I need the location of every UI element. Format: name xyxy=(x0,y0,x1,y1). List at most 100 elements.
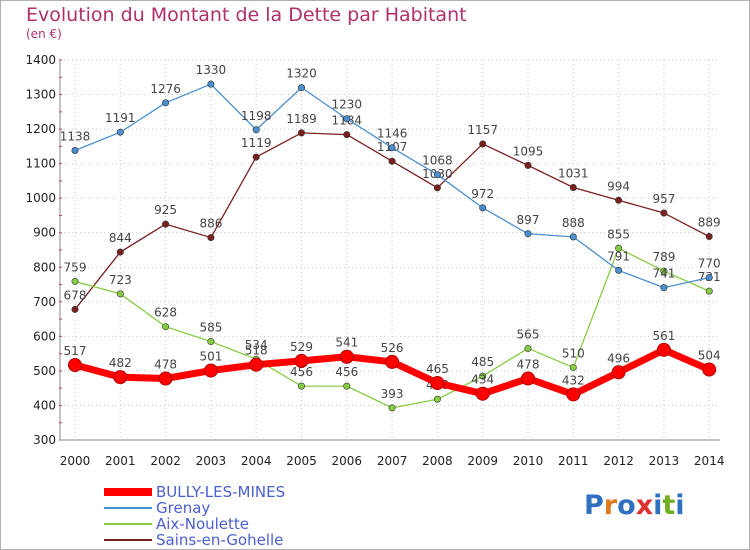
data-label: 526 xyxy=(381,341,404,355)
data-point xyxy=(297,84,305,92)
legend-label: Sains-en-Gohelle xyxy=(156,531,284,549)
data-point xyxy=(116,128,124,136)
data-label: 855 xyxy=(607,227,630,241)
y-tick-label: 800 xyxy=(33,260,56,274)
data-point xyxy=(162,220,170,228)
data-label: 897 xyxy=(517,213,540,227)
legend-swatch xyxy=(104,488,152,496)
data-point xyxy=(339,349,354,364)
data-point xyxy=(388,157,396,165)
data-point xyxy=(524,161,532,169)
data-point xyxy=(116,248,124,256)
data-label: 972 xyxy=(471,187,494,201)
data-label: 678 xyxy=(64,288,87,302)
data-label: 1191 xyxy=(105,111,136,125)
data-label: 957 xyxy=(652,192,675,206)
data-point xyxy=(385,354,400,369)
y-tick-label: 300 xyxy=(33,433,56,447)
data-point xyxy=(705,287,713,295)
data-label: 994 xyxy=(607,179,630,193)
x-tick-label: 2013 xyxy=(649,454,680,468)
data-label: 1320 xyxy=(286,67,317,81)
data-point xyxy=(524,344,532,352)
data-point xyxy=(569,183,577,191)
data-point xyxy=(433,184,441,192)
data-point xyxy=(433,171,441,179)
data-label: 529 xyxy=(290,340,313,354)
x-tick-label: 2000 xyxy=(60,454,91,468)
legend-item: Sains-en-Gohelle xyxy=(104,531,284,549)
data-point xyxy=(705,233,713,241)
data-label: 741 xyxy=(652,267,675,281)
data-label: 888 xyxy=(562,216,585,230)
y-tick-label: 1200 xyxy=(25,122,56,136)
legend-item: BULLY-LES-MINES xyxy=(104,483,286,501)
y-tick-label: 700 xyxy=(33,295,56,309)
data-label: 510 xyxy=(562,346,585,360)
legend-swatch xyxy=(104,539,152,541)
data-point xyxy=(343,131,351,139)
data-point xyxy=(475,386,490,401)
data-point xyxy=(252,126,260,134)
logo-letter: o xyxy=(617,490,636,521)
data-point xyxy=(343,115,351,123)
x-tick-label: 2011 xyxy=(558,454,589,468)
data-point xyxy=(524,230,532,238)
data-point xyxy=(203,363,218,378)
data-point xyxy=(479,140,487,148)
legend-label: BULLY-LES-MINES xyxy=(156,483,286,501)
legend-swatch xyxy=(104,523,152,525)
data-point xyxy=(294,353,309,368)
y-tick-label: 1300 xyxy=(25,88,56,102)
data-point xyxy=(660,267,668,275)
data-point xyxy=(71,305,79,313)
logo-letter: P xyxy=(584,490,604,521)
data-label: 478 xyxy=(517,358,540,372)
data-point xyxy=(158,371,173,386)
data-point xyxy=(430,376,445,390)
x-tick-label: 2003 xyxy=(196,454,227,468)
data-point xyxy=(162,99,170,107)
x-tick-label: 2010 xyxy=(513,454,544,468)
x-tick-label: 2007 xyxy=(377,454,408,468)
data-point xyxy=(479,372,487,380)
data-point xyxy=(249,357,264,372)
y-tick-label: 400 xyxy=(33,398,56,412)
data-label: 541 xyxy=(335,336,358,350)
data-label: 844 xyxy=(109,231,132,245)
data-point xyxy=(566,387,581,402)
data-point xyxy=(252,153,260,161)
x-tick-label: 2005 xyxy=(286,454,317,468)
data-label: 1189 xyxy=(286,112,317,126)
data-label: 518 xyxy=(245,344,268,358)
data-label: 501 xyxy=(199,350,222,364)
y-tick-label: 1000 xyxy=(25,191,56,205)
data-point xyxy=(433,395,441,403)
data-point xyxy=(71,147,79,155)
data-label: 925 xyxy=(154,203,177,217)
x-tick-label: 2014 xyxy=(694,454,725,468)
logo-letter: x xyxy=(635,490,654,521)
data-point xyxy=(615,266,623,274)
data-label: 504 xyxy=(698,349,721,363)
logo-letter: r xyxy=(603,490,618,521)
data-point xyxy=(479,204,487,212)
data-label: 1146 xyxy=(377,127,408,141)
data-label: 1276 xyxy=(150,82,181,96)
x-tick-label: 2002 xyxy=(150,454,181,468)
data-label: 1157 xyxy=(467,123,498,137)
chart-title: Evolution du Montant de la Dette par Hab… xyxy=(26,4,467,26)
y-tick-label: 1100 xyxy=(25,157,56,171)
chart-subtitle: (en €) xyxy=(26,27,62,41)
data-point xyxy=(207,234,215,242)
data-point xyxy=(615,196,623,204)
y-tick-label: 1400 xyxy=(25,53,56,67)
data-label: 456 xyxy=(290,365,313,379)
data-point xyxy=(388,404,396,412)
data-point xyxy=(702,362,717,377)
x-tick-label: 2012 xyxy=(603,454,634,468)
data-label: 1230 xyxy=(332,98,363,112)
legend-item: Aix-Noulette xyxy=(104,515,249,533)
data-point xyxy=(611,365,626,380)
